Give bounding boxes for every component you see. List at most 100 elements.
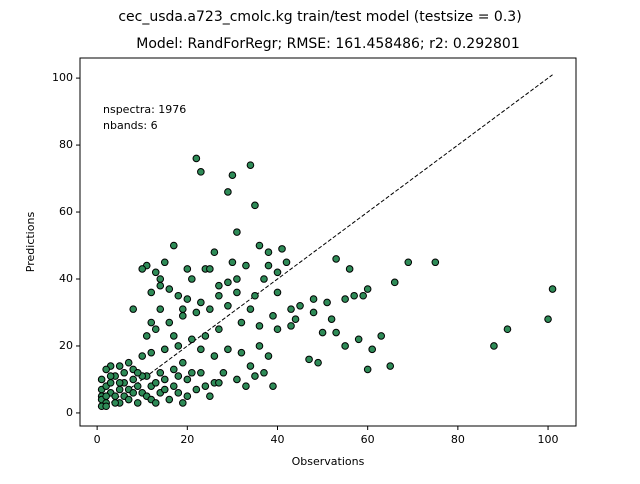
point: [192, 385, 201, 394]
point: [233, 228, 241, 236]
y-tick-label: 60: [59, 205, 73, 218]
point: [215, 325, 223, 334]
chart-title: cec_usda.a723_cmolc.kg train/test model …: [118, 9, 521, 25]
point: [111, 399, 119, 407]
point: [188, 368, 196, 377]
point: [147, 318, 156, 327]
point: [151, 325, 160, 334]
point: [305, 355, 313, 364]
point: [296, 301, 304, 310]
point: [287, 322, 295, 330]
point: [431, 258, 440, 267]
point: [219, 368, 228, 377]
point: [183, 375, 192, 384]
point: [544, 315, 552, 323]
y-tick-label: 100: [52, 71, 73, 84]
point: [260, 368, 268, 377]
point: [233, 288, 241, 297]
point: [404, 258, 413, 267]
point: [260, 275, 268, 283]
point: [233, 275, 241, 283]
point: [106, 379, 115, 387]
point: [242, 382, 250, 390]
point: [363, 365, 372, 374]
x-tick-label: 80: [451, 433, 465, 446]
point: [165, 318, 174, 327]
point: [309, 295, 318, 303]
point: [215, 291, 223, 300]
point: [156, 275, 165, 283]
point: [210, 352, 219, 360]
point: [174, 389, 183, 397]
point: [327, 315, 336, 323]
point: [106, 372, 115, 380]
point: [291, 315, 300, 323]
point: [350, 291, 358, 300]
point: [224, 278, 232, 287]
point: [129, 389, 138, 397]
x-axis-label: Observations: [292, 455, 365, 468]
plot-frame: [79, 57, 577, 427]
point: [246, 161, 255, 169]
point: [363, 285, 372, 293]
point: [264, 261, 273, 270]
point: [129, 305, 138, 313]
point: [179, 358, 187, 367]
point: [165, 285, 174, 293]
y-axis-label: Predictions: [24, 212, 37, 273]
point: [138, 352, 147, 360]
point: [278, 245, 286, 253]
point: [188, 335, 196, 344]
point: [273, 288, 282, 297]
point: [309, 308, 318, 317]
point: [237, 348, 246, 357]
annotation: nspectra: 1976: [103, 103, 186, 116]
point: [251, 291, 259, 300]
point: [183, 265, 192, 273]
point: [151, 268, 160, 277]
x-tick-label: 60: [361, 433, 375, 446]
point: [548, 285, 557, 293]
point: [174, 372, 183, 380]
point: [233, 375, 241, 384]
point: [102, 392, 110, 400]
point: [133, 368, 142, 377]
point: [264, 352, 273, 360]
point: [188, 275, 196, 283]
point: [377, 332, 386, 340]
point: [210, 248, 219, 257]
point: [201, 332, 210, 340]
y-tick-label: 80: [59, 138, 73, 151]
point: [273, 268, 282, 277]
point: [224, 188, 232, 196]
point: [282, 258, 291, 267]
point: [102, 402, 110, 411]
point: [111, 392, 119, 400]
point: [129, 375, 138, 384]
point: [133, 382, 142, 390]
x-tick-label: 100: [538, 433, 559, 446]
point: [242, 261, 250, 270]
point: [206, 265, 214, 273]
point: [255, 342, 264, 350]
point: [169, 332, 178, 340]
y-tick-label: 20: [59, 339, 73, 352]
point: [160, 345, 169, 354]
point: [124, 358, 133, 367]
point: [390, 278, 399, 287]
point: [156, 281, 165, 290]
point: [147, 348, 156, 357]
point: [174, 342, 183, 350]
point: [183, 295, 192, 303]
point: [169, 382, 178, 390]
point: [142, 332, 151, 340]
point: [255, 241, 264, 250]
x-tick-label: 0: [94, 433, 101, 446]
point: [323, 298, 331, 307]
point: [160, 375, 169, 384]
point: [228, 171, 237, 179]
point: [503, 325, 512, 334]
point: [246, 305, 255, 313]
